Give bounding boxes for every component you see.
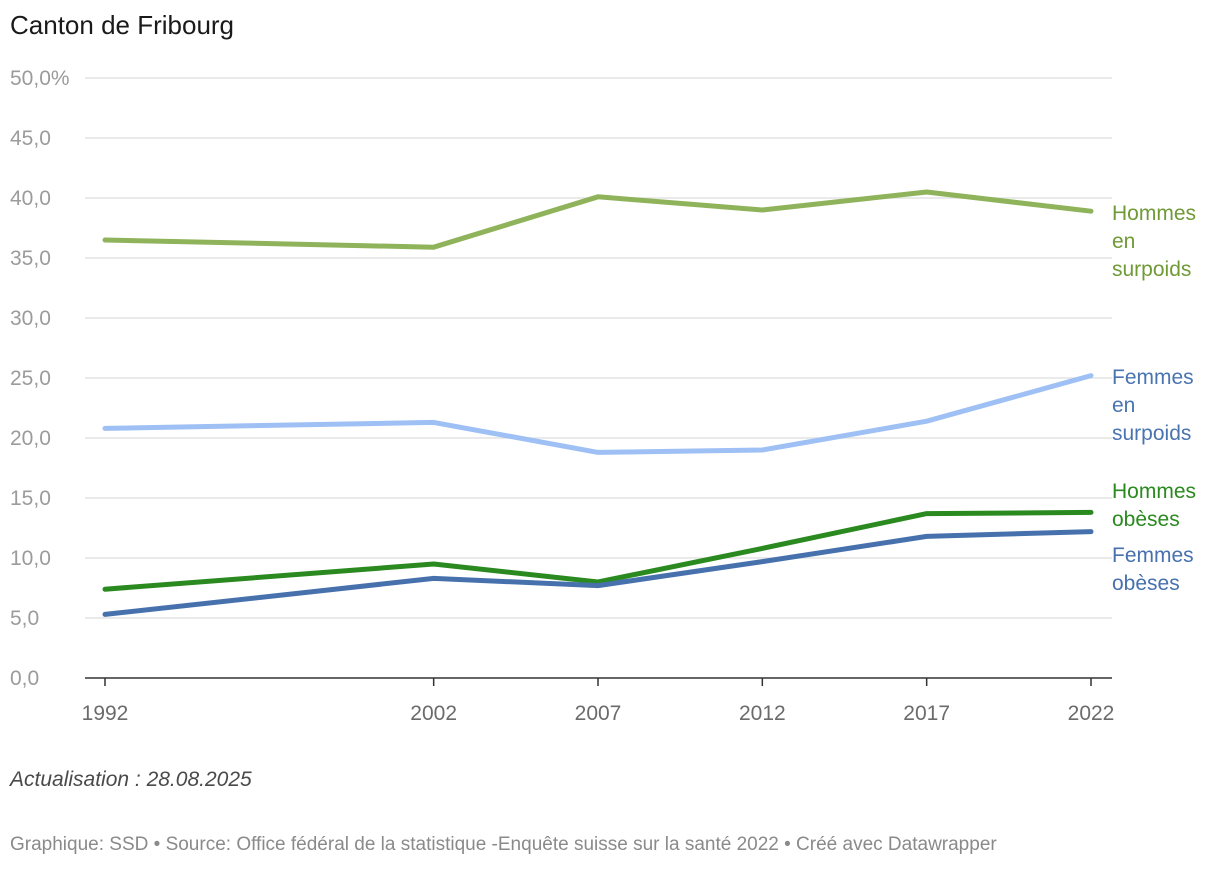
y-tick-label: 20,0 xyxy=(10,427,51,450)
series-label: Femmes xyxy=(1112,544,1194,567)
series-label: obèses xyxy=(1112,572,1180,595)
series-label: Hommes xyxy=(1112,480,1196,503)
x-tick-label: 2007 xyxy=(575,702,622,725)
series-line xyxy=(102,189,1094,250)
x-axis: 1992 2002 2007 2012 2017 2022 xyxy=(82,677,1115,725)
gridlines xyxy=(85,77,1112,619)
y-tick-label: 5,0 xyxy=(10,607,39,630)
x-tick-label: 2012 xyxy=(739,702,786,725)
y-tick-label: 30,0 xyxy=(10,307,51,330)
y-tick-label: 50,0% xyxy=(10,67,70,90)
series-label: surpoids xyxy=(1112,422,1191,445)
series-lines xyxy=(102,189,1094,617)
chart-title: Canton de Fribourg xyxy=(10,10,235,40)
y-tick-label: 0,0 xyxy=(10,667,39,690)
series-label: surpoids xyxy=(1112,258,1191,281)
series-line xyxy=(102,509,1094,592)
series-label: en xyxy=(1112,230,1135,253)
series-labels: Hommes en surpoids Femmes en surpoids Hommes ob… xyxy=(1112,202,1196,595)
y-tick-label: 35,0 xyxy=(10,247,51,270)
y-axis: 0,0 5,0 10,0 15,0 20,0 25,0 30,0 35,0 40,0 45,0 50… xyxy=(10,67,70,690)
series-label: Hommes xyxy=(1112,202,1196,225)
x-tick-label: 1992 xyxy=(82,702,129,725)
x-tick-label: 2017 xyxy=(903,702,950,725)
series-label: Femmes xyxy=(1112,366,1194,389)
y-tick-label: 15,0 xyxy=(10,487,51,510)
series-line xyxy=(102,373,1094,455)
x-tick-label: 2022 xyxy=(1068,702,1115,725)
update-note: Actualisation : 28.08.2025 xyxy=(10,768,252,791)
x-tick-label: 2002 xyxy=(410,702,457,725)
series-label: en xyxy=(1112,394,1135,417)
y-tick-label: 25,0 xyxy=(10,367,51,390)
y-tick-label: 40,0 xyxy=(10,187,51,210)
series-label: obèses xyxy=(1112,508,1180,531)
series-line xyxy=(102,529,1094,617)
y-tick-label: 45,0 xyxy=(10,127,51,150)
source-footer: Graphique: SSD • Source: Office fédéral … xyxy=(10,834,997,855)
y-tick-label: 10,0 xyxy=(10,547,51,570)
